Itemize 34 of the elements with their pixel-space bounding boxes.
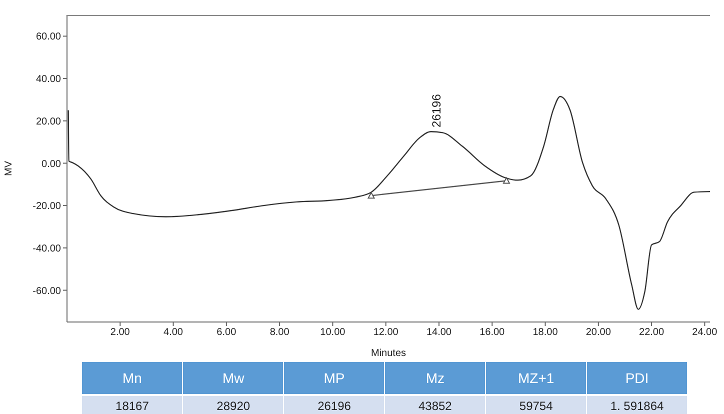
x-tick-label: 8.00 xyxy=(270,327,290,338)
x-tick-label: 16.00 xyxy=(480,327,506,338)
text: 43852 xyxy=(384,395,486,414)
x-tick-label: 6.00 xyxy=(216,327,237,338)
text: 1. 591864 xyxy=(586,395,688,414)
text: Mn xyxy=(82,362,183,395)
y-tick-label: 0.00 xyxy=(42,158,62,170)
x-tick-label: 18.00 xyxy=(532,327,558,338)
x-tick-label: 12.00 xyxy=(373,327,399,338)
text: PDI xyxy=(586,362,688,395)
text: MP xyxy=(284,362,385,395)
y-axis-title: MV xyxy=(4,160,15,176)
x-tick-label: 14.00 xyxy=(426,327,452,338)
y-tick-label: 40.00 xyxy=(36,74,62,86)
y-tick-label: -40.00 xyxy=(32,243,62,254)
x-tick-label: 20.00 xyxy=(586,327,612,338)
y-tick-label: 20.00 xyxy=(36,116,62,128)
x-tick-label: 2.00 xyxy=(110,327,130,338)
y-tick-label: -20.00 xyxy=(32,201,62,212)
text: 59754 xyxy=(486,395,587,414)
text: 28920 xyxy=(182,395,284,414)
y-tick-label: -60.00 xyxy=(32,286,62,297)
text: MZ+1 xyxy=(486,362,587,395)
text: Mw xyxy=(182,362,284,395)
x-tick-label: 24.00 xyxy=(692,327,718,338)
x-tick-label: 4.00 xyxy=(164,327,184,338)
text: 26196 xyxy=(284,395,385,414)
x-tick-label: 22.00 xyxy=(639,327,664,338)
x-tick-label: 10.00 xyxy=(320,327,346,338)
text: 18167 xyxy=(82,395,183,414)
annotation: 26196 xyxy=(429,94,444,128)
x-axis-title: Minutes xyxy=(370,348,406,359)
y-tick-label: 60.00 xyxy=(36,32,62,43)
text: Mz xyxy=(384,362,486,395)
